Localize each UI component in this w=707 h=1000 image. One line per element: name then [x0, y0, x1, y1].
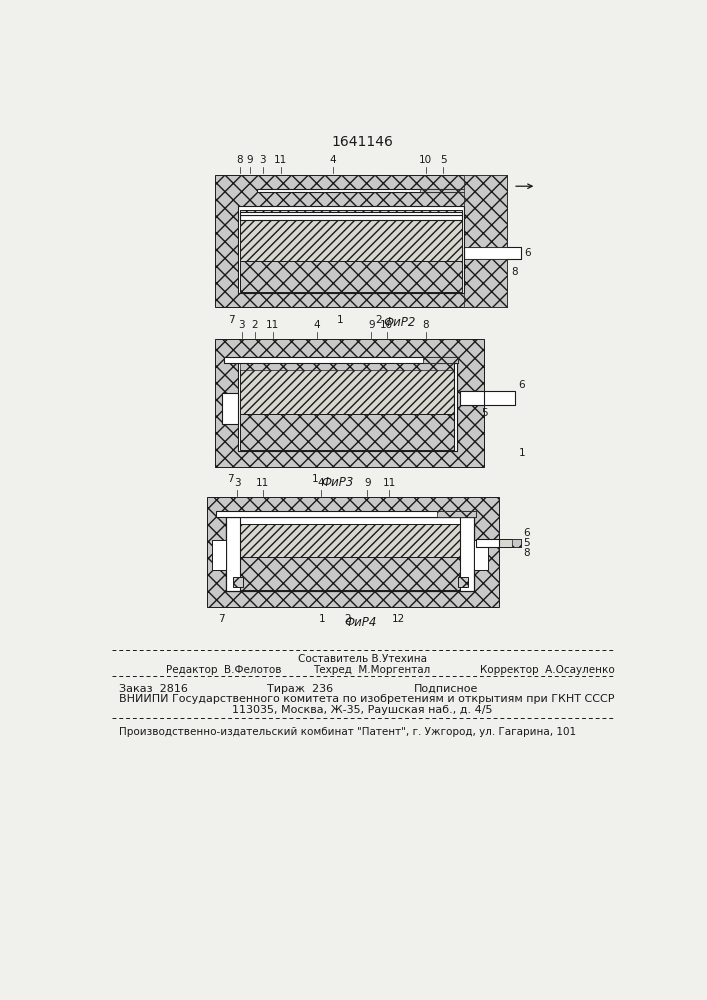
Bar	[215, 175, 507, 307]
Text: 6: 6	[524, 248, 530, 258]
Text: 7: 7	[218, 614, 225, 624]
Bar	[464, 247, 470, 259]
Text: Тираж  236: Тираж 236	[267, 684, 333, 694]
Bar	[474, 540, 489, 570]
Text: 9: 9	[246, 155, 253, 165]
Bar	[464, 247, 521, 259]
Bar	[476, 539, 499, 547]
Bar	[224, 357, 458, 363]
Bar	[423, 357, 458, 363]
Text: Заказ  2816: Заказ 2816	[119, 684, 188, 694]
Text: 4: 4	[329, 155, 336, 165]
Text: 5: 5	[481, 408, 488, 418]
Text: 8: 8	[512, 267, 518, 277]
Bar	[215, 339, 484, 466]
Bar	[240, 369, 454, 414]
Text: 4: 4	[314, 320, 320, 330]
Text: 3: 3	[259, 155, 266, 165]
Text: Составитель В.Утехина: Составитель В.Утехина	[298, 654, 427, 664]
Bar	[437, 511, 476, 517]
Text: ФиР4: ФиР4	[344, 616, 377, 629]
Bar	[257, 189, 467, 192]
Bar	[240, 215, 462, 220]
Text: 11: 11	[274, 155, 287, 165]
Bar	[228, 524, 472, 557]
Bar	[226, 517, 474, 591]
Bar	[226, 517, 240, 591]
Text: Редактор  В.Фелотов: Редактор В.Фелотов	[166, 665, 281, 675]
Text: 10: 10	[380, 320, 393, 330]
Bar	[238, 363, 457, 451]
Text: 7: 7	[228, 315, 235, 325]
Text: Техред  М.Моргентал: Техред М.Моргентал	[313, 665, 431, 675]
Text: 6: 6	[523, 528, 530, 538]
Bar	[460, 391, 484, 405]
Bar	[223, 393, 238, 424]
Text: 6: 6	[518, 379, 525, 389]
Bar	[507, 391, 515, 405]
Bar	[512, 539, 521, 547]
Bar	[212, 540, 226, 570]
Bar	[233, 577, 243, 587]
Bar	[458, 577, 468, 587]
Text: 9: 9	[364, 478, 370, 488]
Text: 8: 8	[422, 320, 429, 330]
Text: 1641146: 1641146	[332, 135, 394, 149]
Text: 2: 2	[375, 315, 382, 325]
Text: Производственно-издательский комбинат "Патент", г. Ужгород, ул. Гагарина, 101: Производственно-издательский комбинат "П…	[119, 727, 576, 737]
Bar	[464, 259, 507, 307]
Bar	[454, 363, 457, 451]
Bar	[515, 247, 521, 259]
Text: 9: 9	[368, 320, 375, 330]
Text: 10: 10	[419, 155, 432, 165]
Text: 5: 5	[440, 155, 447, 165]
Text: 5: 5	[523, 538, 530, 548]
Bar	[240, 210, 462, 261]
Bar	[226, 517, 474, 591]
Text: 12: 12	[392, 614, 405, 624]
Text: 11: 11	[256, 478, 269, 488]
Text: 8: 8	[236, 155, 243, 165]
Bar	[240, 261, 462, 292]
Text: 3: 3	[238, 320, 245, 330]
Bar	[240, 363, 454, 370]
Text: Корректор  А.Осауленко: Корректор А.Осауленко	[480, 665, 614, 675]
Text: 11: 11	[267, 320, 279, 330]
Text: 4: 4	[317, 478, 325, 488]
Bar	[240, 212, 462, 215]
Bar	[464, 175, 507, 247]
Text: 1: 1	[311, 474, 318, 484]
Bar	[460, 391, 515, 405]
Bar	[207, 497, 499, 607]
Text: ВНИИПИ Государственного комитета по изобретениям и открытиям при ГКНТ СССР: ВНИИПИ Государственного комитета по изоб…	[119, 694, 615, 704]
Text: 2: 2	[252, 320, 258, 330]
Bar	[460, 391, 468, 405]
Bar	[420, 189, 467, 192]
Bar	[216, 511, 476, 517]
Text: 11: 11	[382, 478, 396, 488]
Text: 113035, Москва, Ж-35, Раушская наб., д. 4/5: 113035, Москва, Ж-35, Раушская наб., д. …	[233, 705, 493, 715]
Text: 7: 7	[227, 474, 233, 484]
Text: 1: 1	[518, 448, 525, 458]
Bar	[228, 557, 472, 590]
Bar	[476, 539, 521, 547]
Bar	[460, 517, 474, 591]
Text: 1: 1	[337, 315, 344, 325]
Bar	[238, 206, 464, 293]
Text: ФиР2: ФиР2	[383, 316, 415, 329]
Bar	[240, 414, 454, 450]
Text: 2: 2	[345, 614, 351, 624]
Text: Подписное: Подписное	[414, 684, 478, 694]
Text: 1: 1	[319, 614, 326, 624]
Text: 8: 8	[523, 548, 530, 558]
Text: ФиР3: ФиР3	[321, 476, 354, 489]
Text: 3: 3	[234, 478, 240, 488]
